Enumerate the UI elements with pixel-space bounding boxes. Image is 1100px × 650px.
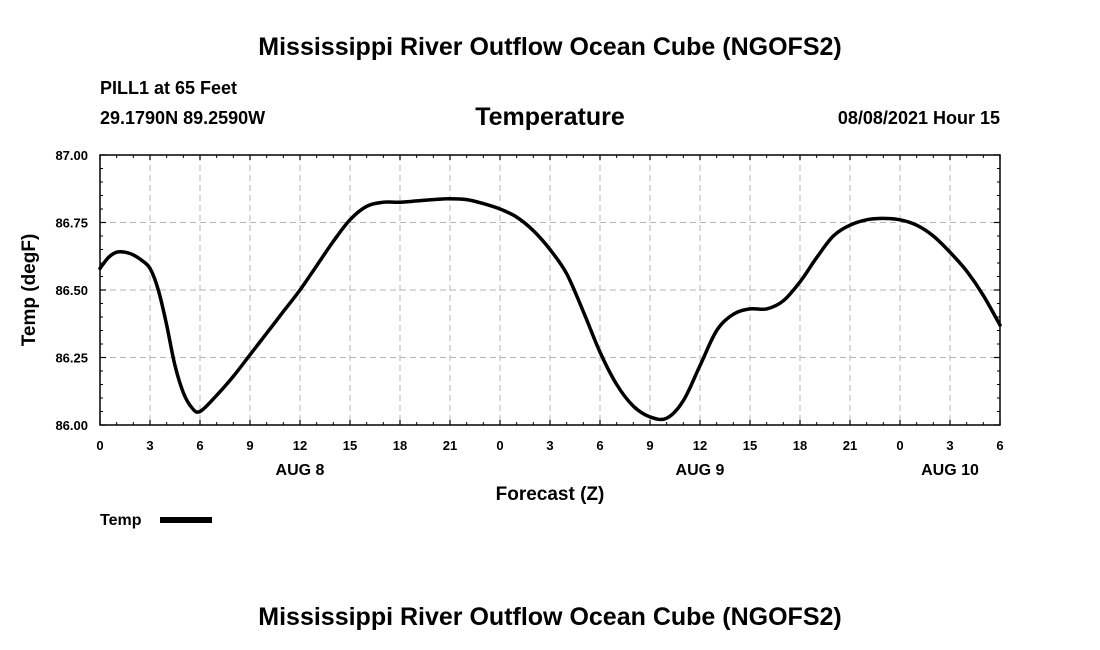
y-tick-label: 86.00 [55, 418, 88, 433]
x-tick-label: 3 [146, 438, 153, 453]
footer-title: Mississippi River Outflow Ocean Cube (NG… [258, 603, 841, 631]
legend-label-temp: Temp [100, 512, 142, 529]
station-label: PILL1 at 65 Feet [100, 78, 237, 98]
x-tick-label: 6 [596, 438, 603, 453]
legend: Temp [100, 512, 212, 529]
y-tick-label: 87.00 [55, 148, 88, 163]
x-tick-label: 6 [996, 438, 1003, 453]
x-tick-label: 0 [496, 438, 503, 453]
x-tick-label: 3 [546, 438, 553, 453]
day-label: AUG 10 [921, 462, 979, 479]
x-tick-label: 18 [393, 438, 407, 453]
x-tick-label: 18 [793, 438, 807, 453]
day-label: AUG 8 [276, 462, 325, 479]
coordinates-label: 29.1790N 89.2590W [100, 108, 265, 128]
datetime-label: 08/08/2021 Hour 15 [838, 108, 1000, 128]
variable-title: Temperature [475, 103, 625, 131]
y-tick-label: 86.75 [55, 216, 88, 231]
y-tick-labels: 86.00 86.25 86.50 86.75 87.00 [55, 148, 88, 433]
x-tick-label: 0 [96, 438, 103, 453]
day-labels: AUG 8 AUG 9 AUG 10 [276, 462, 979, 479]
day-label: AUG 9 [676, 462, 725, 479]
x-tick-label: 3 [946, 438, 953, 453]
main-title: Mississippi River Outflow Ocean Cube (NG… [258, 33, 841, 61]
x-tick-label: 9 [246, 438, 253, 453]
x-axis-title: Forecast (Z) [496, 484, 605, 505]
x-tick-labels: 0 3 6 9 12 15 18 21 0 3 6 9 12 15 18 21 0 3 6 [96, 438, 1003, 453]
x-tick-label: 0 [896, 438, 903, 453]
x-tick-label: 15 [743, 438, 757, 453]
x-tick-label: 15 [343, 438, 357, 453]
grid-lines [100, 155, 1000, 425]
y-tick-label: 86.25 [55, 351, 88, 366]
temp-series-line [98, 196, 1002, 422]
x-tick-label: 9 [646, 438, 653, 453]
x-tick-label: 12 [293, 438, 307, 453]
y-axis-title: Temp (degF) [19, 234, 40, 347]
plot-frame [99, 154, 1001, 426]
x-tick-label: 12 [693, 438, 707, 453]
y-tick-label: 86.50 [55, 283, 88, 298]
x-tick-label: 21 [843, 438, 857, 453]
x-tick-label: 6 [196, 438, 203, 453]
x-tick-label: 21 [443, 438, 457, 453]
